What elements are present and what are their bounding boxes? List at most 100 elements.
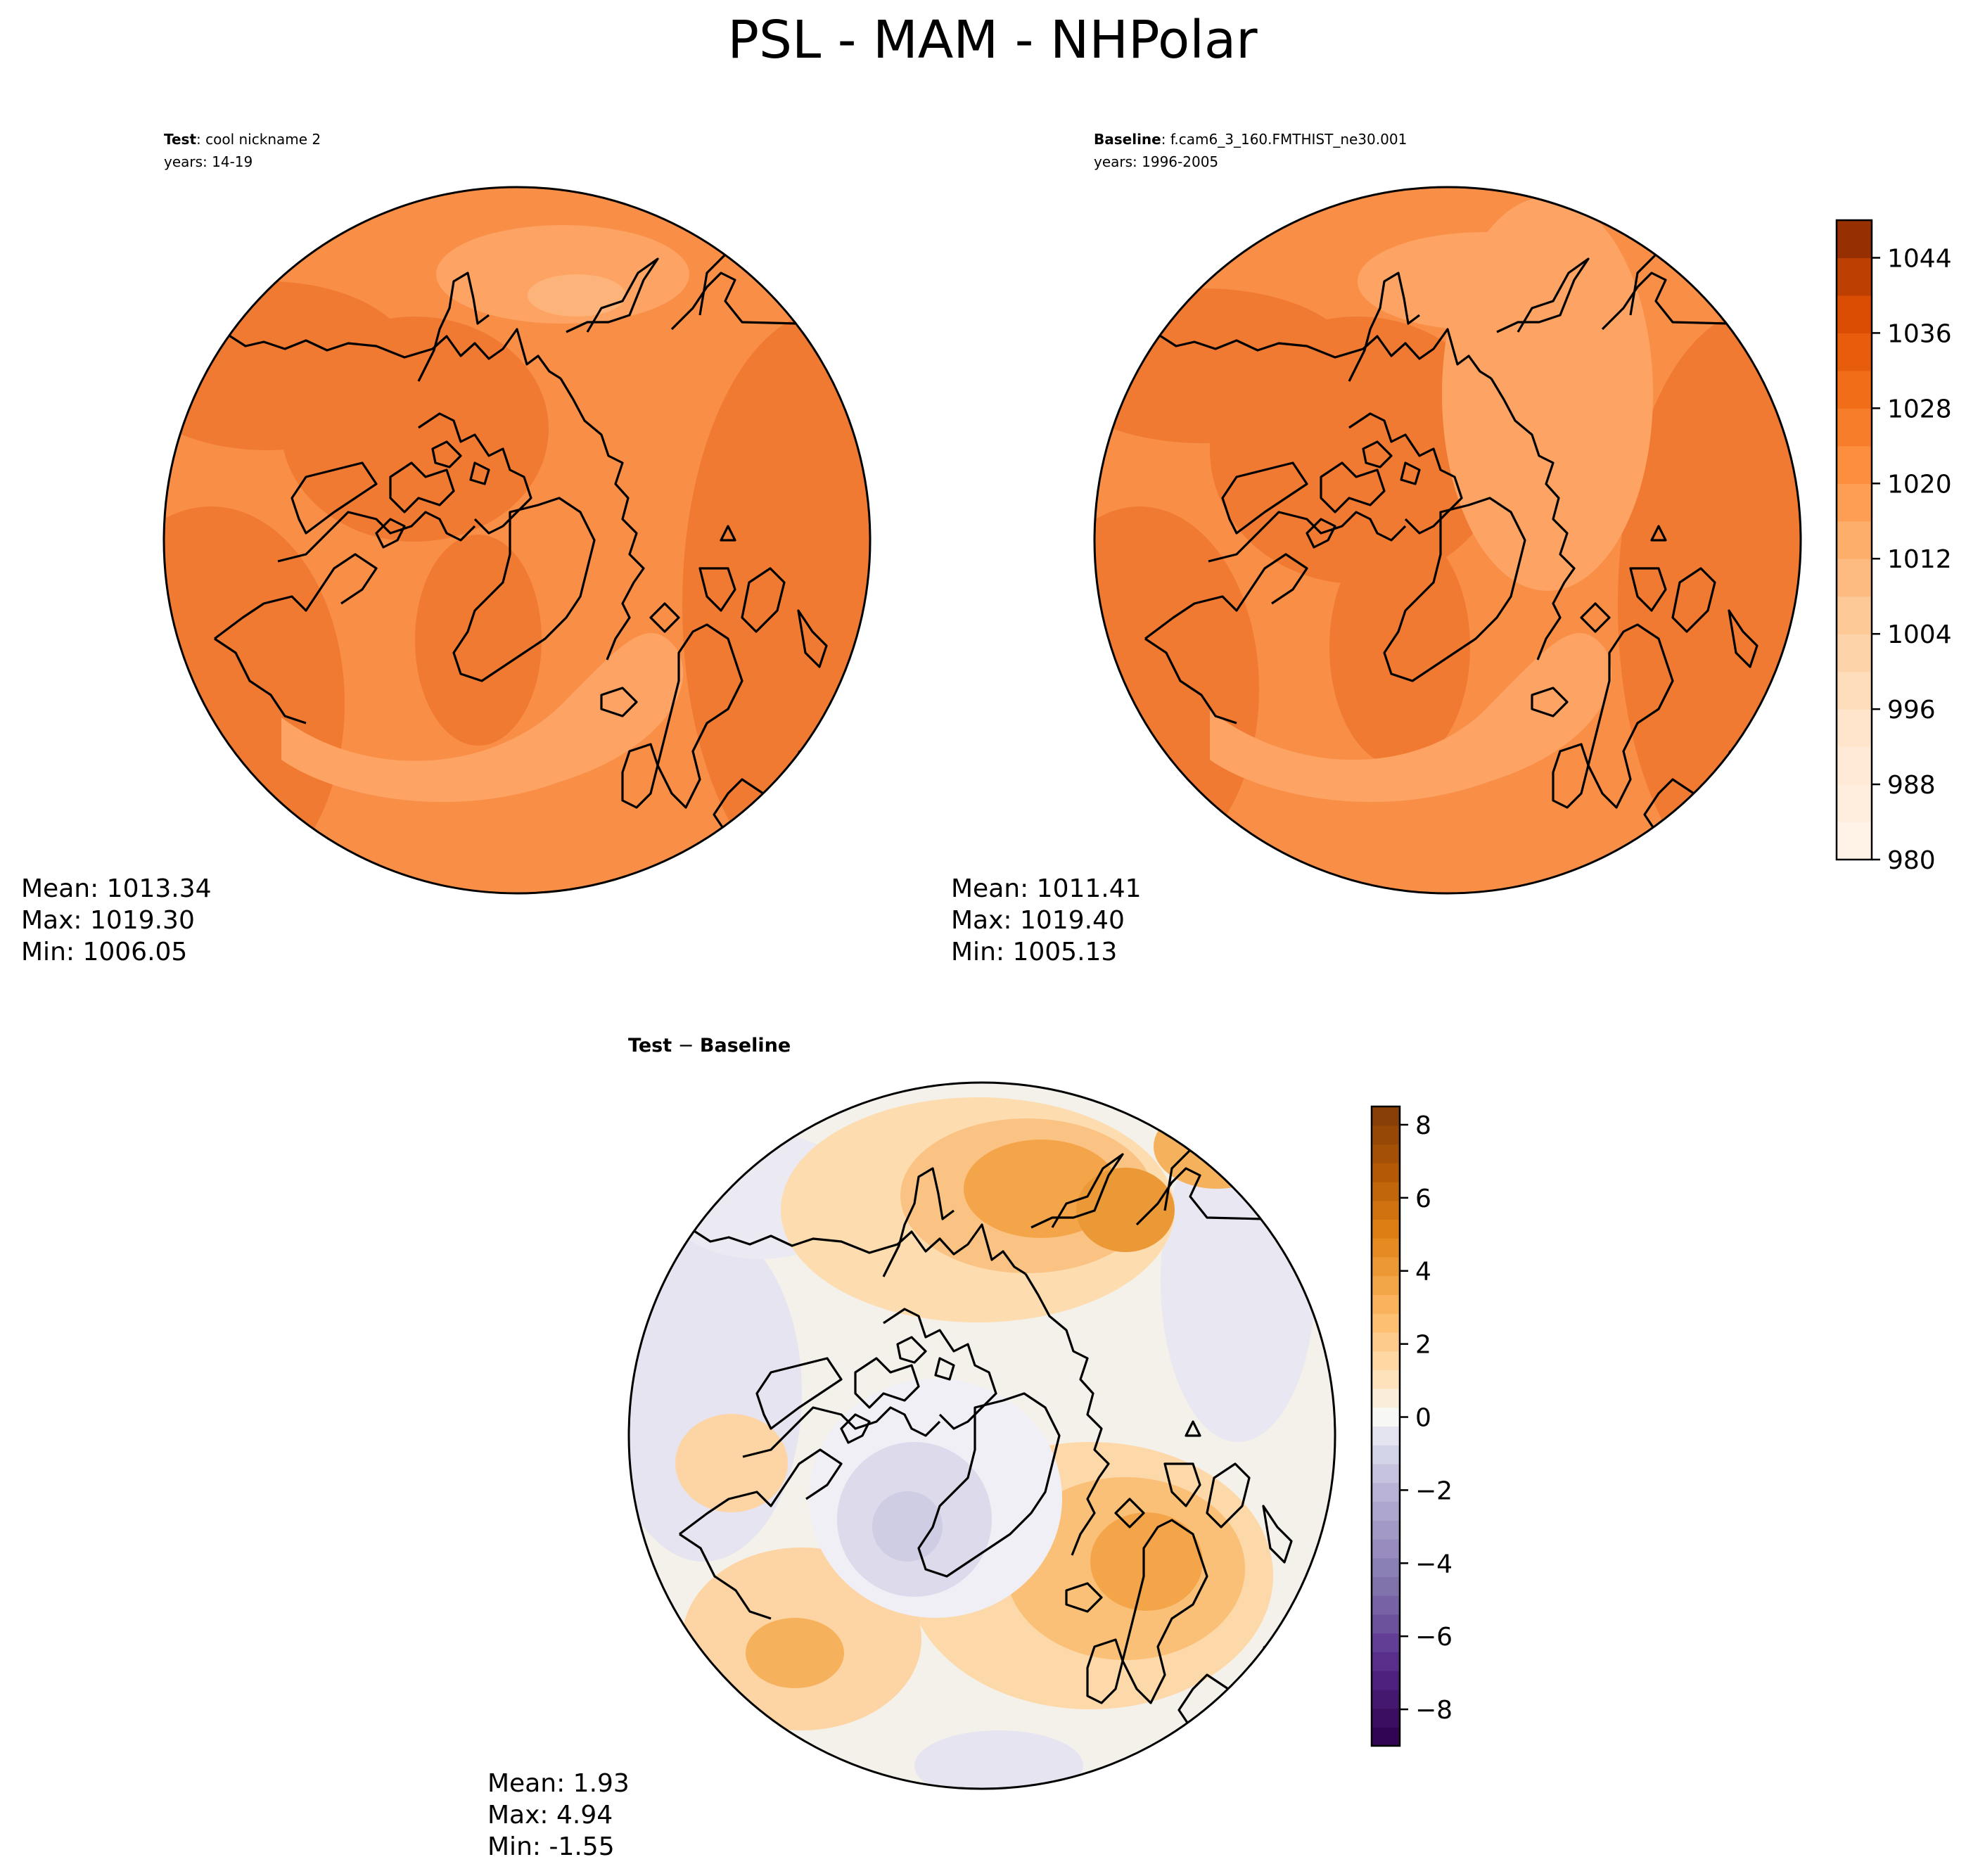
colorbar-absolute-band [1837,257,1872,296]
colorbar-absolute-band [1837,709,1872,748]
colorbar-absolute-band [1837,295,1872,334]
colorbar-absolute-band [1837,822,1872,860]
panel-test-label-sep: : [196,131,205,148]
colorbar-absolute-band [1837,596,1872,634]
colorbar-difference-band [1372,1351,1400,1370]
colorbar-difference-band [1372,1389,1400,1408]
colorbar-absolute-tick-label: 1028 [1887,395,1952,423]
colorbar-difference-band [1372,1200,1400,1220]
colorbar-difference-band [1372,1275,1400,1295]
colorbar-difference-band [1372,1482,1400,1502]
colorbar-difference-tick-label: 0 [1415,1404,1431,1433]
colorbar-difference-tick-label: −6 [1415,1623,1453,1652]
colorbar-absolute-band [1837,370,1872,409]
colorbar-difference-band [1372,1463,1400,1483]
panel-baseline-label-value: f.cam6_3_160.FMTHIST_ne30.001 [1170,131,1407,148]
panel-baseline-field [1094,187,1801,893]
colorbar-absolute-tick-label: 996 [1887,696,1936,725]
panel-test-label-value: cool nickname 2 [205,131,321,148]
colorbar-difference-band [1372,1125,1400,1145]
colorbar-difference-band [1372,1370,1400,1389]
colorbar-difference-tick-label: −2 [1415,1476,1453,1505]
colorbar-difference-band [1372,1727,1400,1747]
colorbar-absolute-band [1837,445,1872,484]
colorbar-difference-tick-label: 6 [1415,1185,1431,1213]
colorbar-difference-band [1372,1614,1400,1634]
panel-baseline-mean: Mean: 1011.41 [951,874,1142,903]
colorbar-difference-band [1372,1294,1400,1314]
colorbar-absolute-band [1837,483,1872,522]
panel-baseline-label: Baseline: f.cam6_3_160.FMTHIST_ne30.001 [1094,131,1407,148]
colorbar-absolute-band [1837,559,1872,597]
colorbar-difference-band [1372,1407,1400,1427]
colorbar-difference-band [1372,1652,1400,1671]
colorbar-difference-tick-label: 2 [1415,1331,1431,1360]
colorbar-difference-band [1372,1520,1400,1540]
panel-baseline-label-sep: : [1161,131,1170,148]
colorbar-difference-band [1372,1238,1400,1258]
panel-baseline-max: Max: 1019.40 [951,906,1125,935]
panel-difference-field [629,1083,1335,1789]
colorbar-difference-band [1372,1576,1400,1596]
colorbar-difference-band [1372,1595,1400,1615]
colorbar-absolute-band [1837,220,1872,259]
colorbar-absolute-band [1837,521,1872,559]
panel-test-min: Min: 1006.05 [21,938,187,966]
panel-difference-label: Test − Baseline [628,1035,791,1057]
colorbar-absolute-tick-label: 1020 [1887,470,1952,499]
colorbar-difference-band [1372,1538,1400,1559]
colorbar-difference-band [1372,1144,1400,1163]
panel-difference-min: Min: -1.55 [487,1832,615,1861]
colorbar-absolute-band [1837,408,1872,447]
colorbar-absolute-tick-label: 1004 [1887,620,1952,649]
colorbar-difference-band [1372,1332,1400,1352]
colorbar-difference-band [1372,1557,1400,1577]
colorbar-difference-band [1372,1501,1400,1521]
colorbar-difference-band [1372,1708,1400,1728]
colorbar-absolute-tick-label: 980 [1887,846,1936,875]
colorbar-absolute-tick-label: 1036 [1887,319,1952,348]
colorbar-difference-frame [1370,1105,1401,1747]
colorbar-difference-tick-label: −8 [1415,1696,1453,1725]
panel-difference-label-bold: Test [628,1035,672,1057]
panel-difference-mean: Mean: 1.93 [487,1769,630,1798]
colorbar-absolute-tick-label: 1044 [1887,244,1952,273]
colorbar-difference-band [1372,1689,1400,1709]
panel-baseline-label-bold: Baseline [1094,131,1161,148]
panel-difference-max: Max: 4.94 [487,1801,613,1830]
figure-title: PSL - MAM - NHPolar [727,10,1258,70]
colorbar-difference-band [1372,1256,1400,1277]
colorbar-absolute-frame [1835,219,1873,861]
panel-difference-label-sep: − [672,1035,700,1057]
colorbar-difference-band [1372,1671,1400,1690]
panel-difference: Test − Baseline Mean: 1.93 Ma [487,1035,1453,1861]
panel-difference-label-value: Baseline [700,1035,791,1057]
colorbar-difference-band [1372,1633,1400,1652]
panel-test-label-bold: Test [164,131,196,148]
panel-test-label: Test: cool nickname 2 [164,131,321,148]
colorbar-difference-tick-label: −4 [1415,1550,1453,1578]
panel-test-mean: Mean: 1013.34 [21,874,212,903]
panel-test-field [164,187,870,893]
colorbar-difference-tick-label: 8 [1415,1111,1431,1140]
colorbar-absolute-band [1837,634,1872,672]
panel-baseline: Baseline: f.cam6_3_160.FMTHIST_ne30.001 … [951,131,1952,966]
colorbar-absolute: 980 988 996 1004 1012 1020 1028 1036 1044 [1835,219,1952,875]
colorbar-absolute-band [1837,784,1872,823]
panel-test-max: Max: 1019.30 [21,906,195,935]
colorbar-difference-band [1372,1181,1400,1201]
colorbar-difference-band [1372,1313,1400,1333]
colorbar-difference-band [1372,1426,1400,1446]
colorbar-absolute-band [1837,671,1872,710]
colorbar-absolute-tick-label: 988 [1887,771,1936,800]
colorbar-difference: −8 −6 −4 −2 0 2 4 6 8 [1370,1105,1453,1747]
colorbar-difference-tick-label: 4 [1415,1258,1431,1287]
colorbar-absolute-band [1837,746,1872,785]
colorbar-difference-band [1372,1106,1400,1126]
colorbar-difference-band [1372,1219,1400,1239]
colorbar-difference-band [1372,1163,1400,1182]
panel-baseline-years: years: 1996-2005 [1094,153,1218,170]
colorbar-absolute-tick-label: 1012 [1887,545,1952,574]
colorbar-difference-band [1372,1445,1400,1465]
